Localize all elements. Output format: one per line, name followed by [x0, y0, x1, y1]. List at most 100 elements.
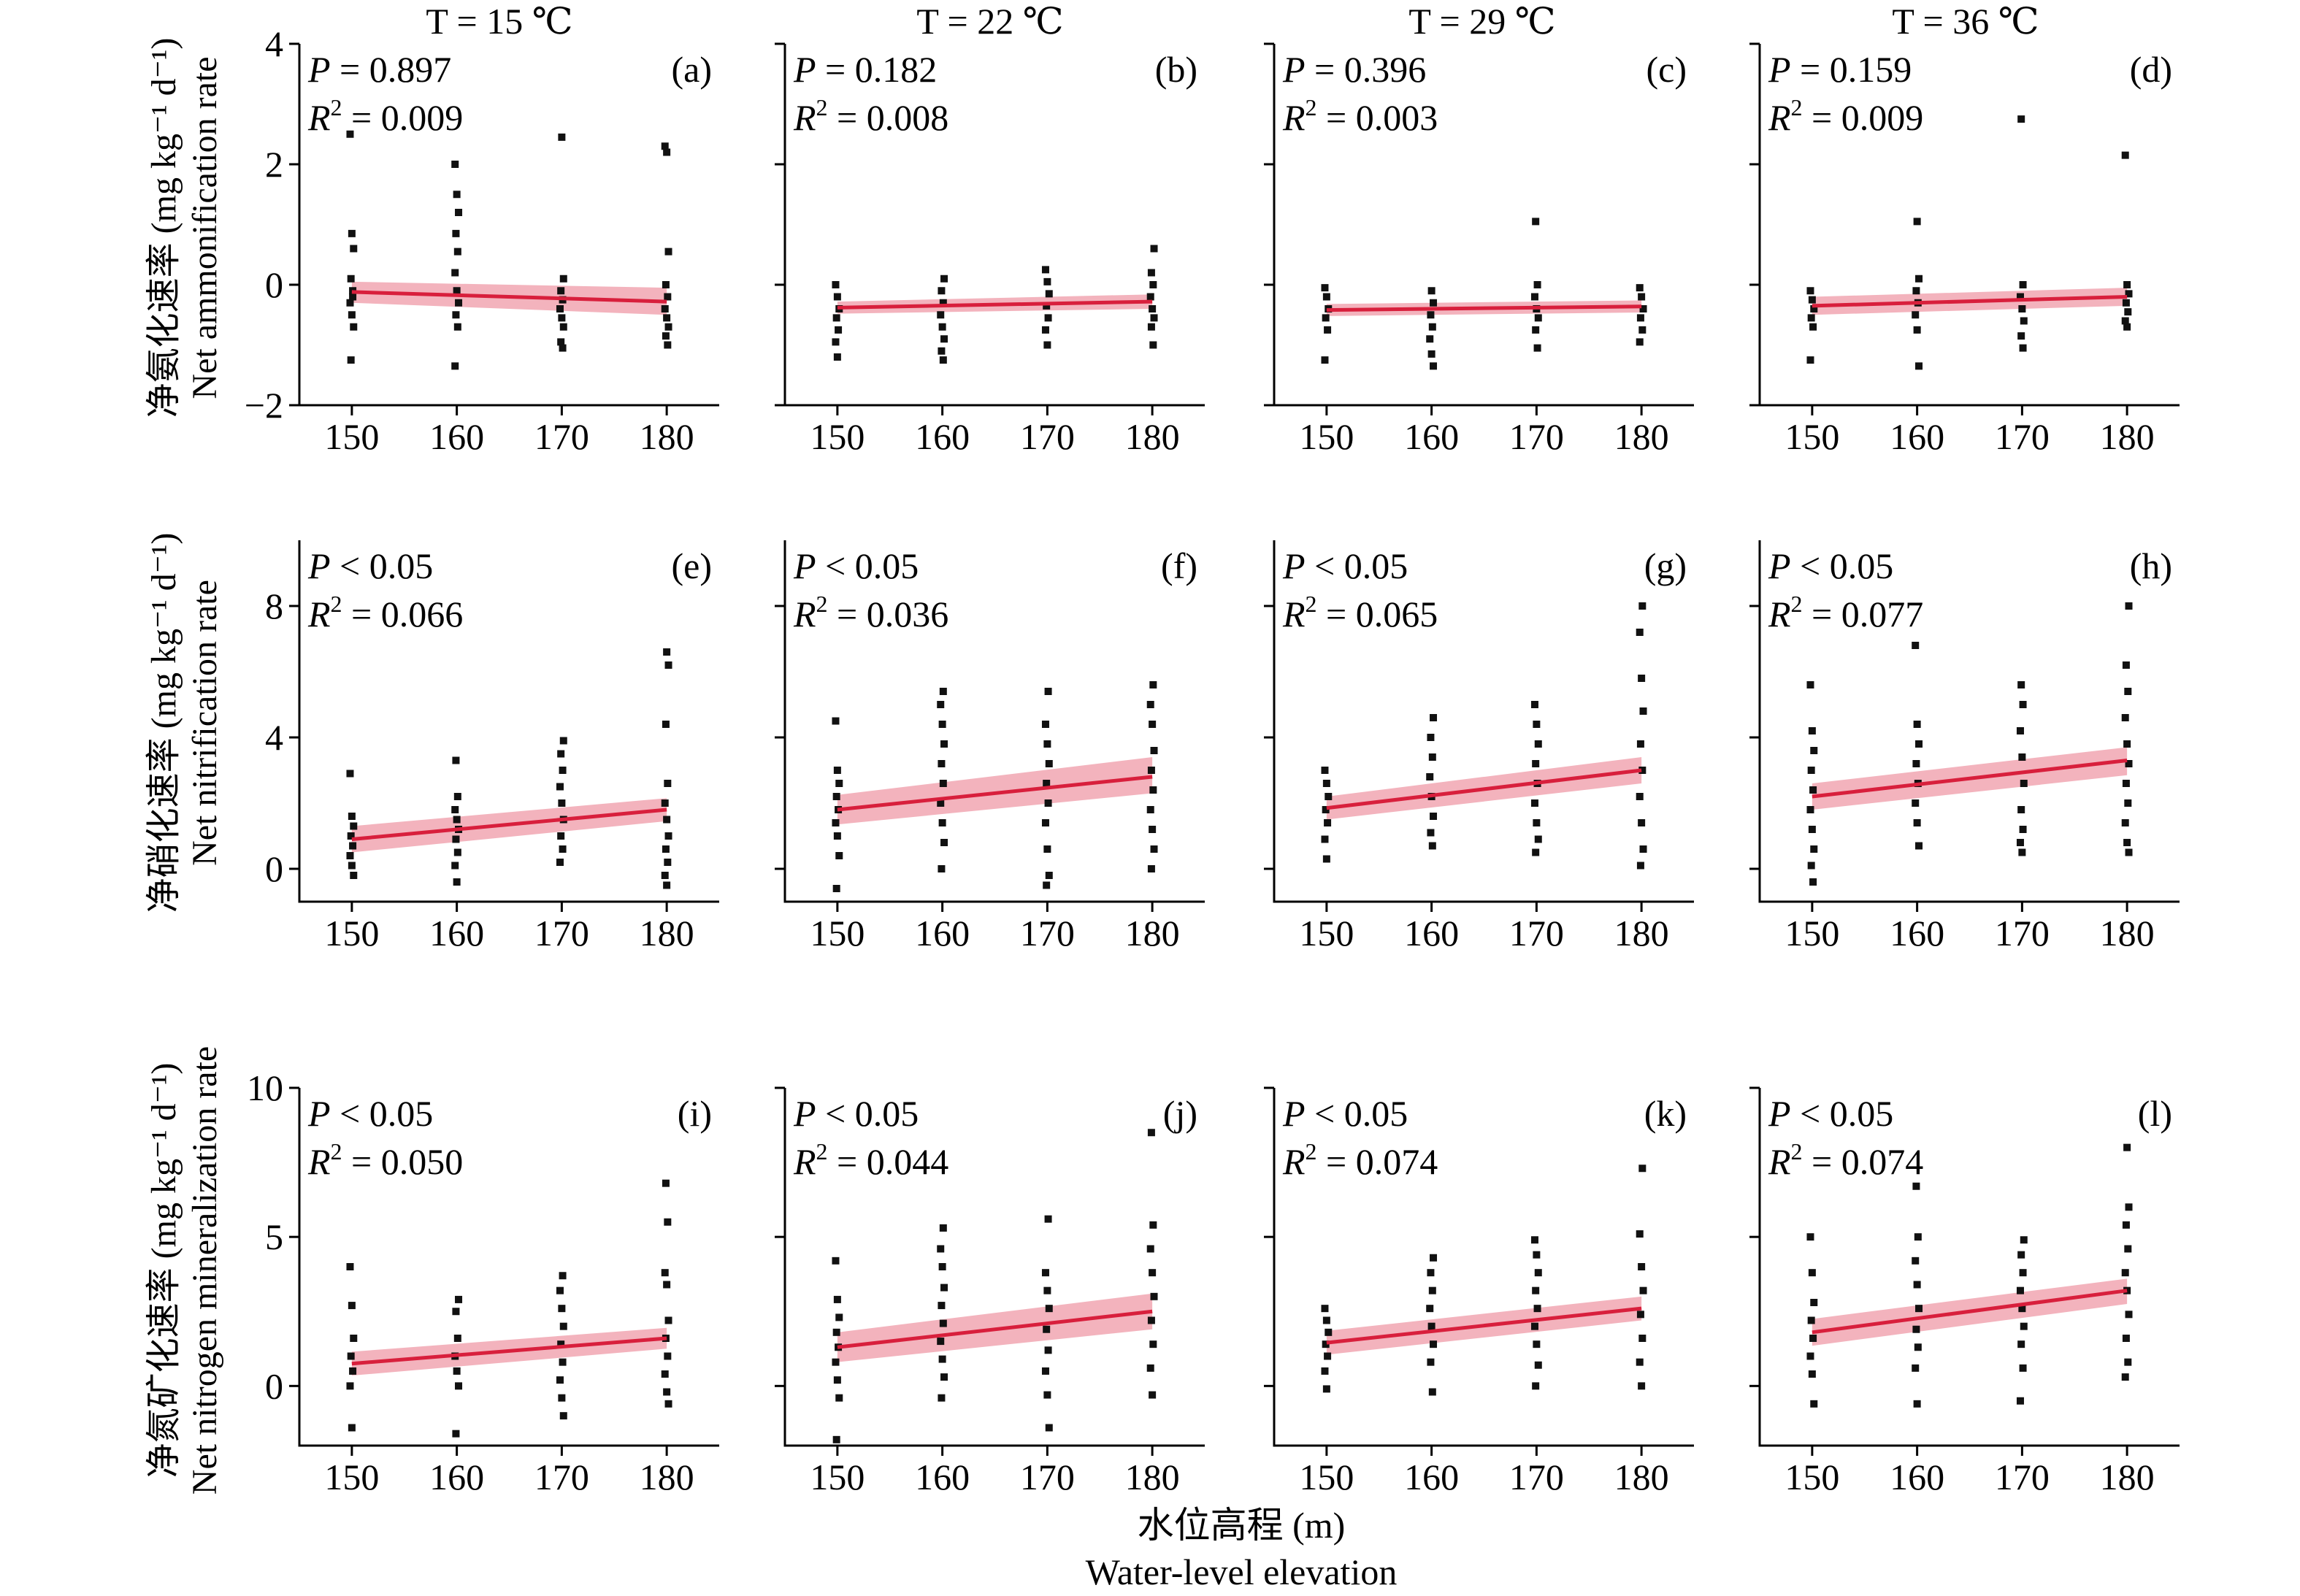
- r-squared-l: R2 = 0.074: [1768, 1138, 1923, 1182]
- data-point-d-24: [2124, 308, 2132, 316]
- data-point-g-1: [1322, 780, 1330, 787]
- data-point-l-3: [1807, 1316, 1815, 1324]
- data-point-a-28: [557, 338, 565, 346]
- data-point-a-18: [452, 311, 460, 319]
- data-point-k-2: [1325, 1328, 1333, 1336]
- data-point-i-7: [455, 1295, 463, 1303]
- x-tick-label-g-170: 170: [1509, 913, 1564, 954]
- data-point-l-11: [1913, 1281, 1921, 1289]
- data-point-j-34: [1149, 1340, 1157, 1348]
- data-point-i-24: [664, 1218, 672, 1226]
- data-point-c-8: [1427, 311, 1435, 319]
- data-point-b-21: [1043, 341, 1051, 349]
- panel-e: 0 4 8 150 160 170 180 P < 0.05 R2 = 0.066 (e): [265, 540, 719, 954]
- data-point-j-11: [938, 1263, 946, 1270]
- temperature-header-36: T = 36 ℃: [1892, 1, 2039, 42]
- data-point-g-25: [1636, 629, 1644, 636]
- data-point-f-17: [940, 839, 948, 846]
- data-point-k-13: [1427, 1358, 1435, 1366]
- data-point-c-14: [1533, 281, 1541, 288]
- data-point-j-35: [1146, 1364, 1154, 1372]
- x-tick-label-b-150: 150: [810, 416, 865, 457]
- temperature-header-22: T = 22 ℃: [916, 1, 1063, 42]
- data-point-e-4: [349, 842, 357, 850]
- data-point-d-19: [2019, 344, 2027, 352]
- data-point-h-27: [2125, 602, 2133, 610]
- y-tick-label-e-8: 8: [265, 586, 283, 626]
- data-point-d-2: [1810, 305, 1818, 312]
- y-tick-label-e-4: 4: [265, 717, 283, 758]
- data-point-i-31: [663, 1388, 671, 1396]
- data-point-d-26: [2123, 323, 2131, 331]
- data-point-e-32: [664, 832, 672, 840]
- ylabel-zh-ammonification: 净氨化速率 (mg kg⁻¹ d⁻¹): [145, 38, 183, 418]
- data-point-e-23: [557, 832, 565, 840]
- data-point-f-22: [1045, 760, 1053, 767]
- x-tick-label-a-180: 180: [640, 416, 694, 457]
- data-point-h-20: [2016, 727, 2024, 734]
- x-tick-label-d-150: 150: [1785, 416, 1839, 457]
- data-point-d-18: [2017, 332, 2025, 340]
- data-point-e-0: [346, 770, 354, 778]
- x-tick-label-f-170: 170: [1020, 913, 1075, 954]
- x-tick-label-a-170: 170: [534, 416, 589, 457]
- data-point-e-17: [559, 737, 567, 745]
- data-point-e-9: [453, 793, 461, 800]
- data-point-a-9: [349, 293, 357, 301]
- panel-label-i: (i): [678, 1093, 712, 1134]
- data-point-a-5: [346, 299, 354, 307]
- data-point-a-30: [661, 142, 669, 150]
- data-point-l-32: [2125, 1311, 2133, 1319]
- data-point-i-11: [453, 1367, 461, 1375]
- data-point-f-18: [938, 865, 946, 872]
- data-point-g-8: [1427, 734, 1435, 741]
- data-point-d-4: [1809, 323, 1817, 331]
- fit-line-b: [837, 299, 1153, 310]
- x-tick-label-k-180: 180: [1614, 1457, 1669, 1497]
- x-tick-label-j-160: 160: [915, 1457, 970, 1497]
- data-point-l-10: [1912, 1257, 1920, 1265]
- data-point-e-15: [451, 862, 459, 870]
- data-point-g-23: [1532, 848, 1540, 856]
- data-point-j-32: [1150, 1292, 1158, 1300]
- data-point-k-30: [1636, 1358, 1644, 1366]
- data-point-e-34: [664, 859, 672, 866]
- data-point-b-7: [940, 275, 948, 283]
- data-point-l-2: [1810, 1299, 1818, 1306]
- x-tick-label-b-180: 180: [1125, 416, 1180, 457]
- data-point-f-34: [1149, 786, 1157, 794]
- data-point-k-6: [1322, 1385, 1330, 1393]
- data-point-k-31: [1638, 1382, 1646, 1390]
- data-point-b-19: [1044, 314, 1052, 322]
- data-point-i-1: [348, 1302, 356, 1310]
- data-point-f-23: [1043, 780, 1051, 787]
- x-tick-label-k-150: 150: [1299, 1457, 1354, 1497]
- panel-label-l: (l): [2138, 1093, 2172, 1134]
- data-point-a-12: [455, 209, 463, 216]
- x-tick-label-c-160: 160: [1404, 416, 1459, 457]
- data-point-b-29: [1149, 341, 1157, 349]
- data-point-k-14: [1428, 1388, 1436, 1396]
- data-point-a-8: [347, 356, 355, 364]
- data-point-l-7: [1810, 1400, 1818, 1408]
- fit-line-k: [1326, 1306, 1642, 1345]
- data-point-c-11: [1427, 350, 1435, 358]
- data-point-i-8: [452, 1308, 460, 1316]
- data-point-g-0: [1321, 767, 1329, 774]
- data-point-d-14: [2019, 281, 2027, 288]
- panel-label-k: (k): [1644, 1093, 1687, 1134]
- x-tick-label-i-160: 160: [429, 1457, 484, 1497]
- x-tick-label-d-160: 160: [1890, 416, 1944, 457]
- data-point-d-11: [1913, 326, 1921, 334]
- data-point-e-7: [350, 872, 358, 879]
- data-point-e-30: [661, 799, 669, 807]
- data-point-j-12: [940, 1284, 948, 1292]
- data-point-i-5: [346, 1382, 354, 1390]
- data-point-k-27: [1639, 1286, 1647, 1294]
- data-point-h-2: [1810, 747, 1818, 754]
- data-point-l-26: [2123, 1143, 2131, 1151]
- data-point-b-13: [938, 347, 946, 355]
- ylabel-zh-nitrification: 净硝化速率 (mg kg⁻¹ d⁻¹): [145, 533, 183, 913]
- data-point-f-25: [1041, 819, 1049, 826]
